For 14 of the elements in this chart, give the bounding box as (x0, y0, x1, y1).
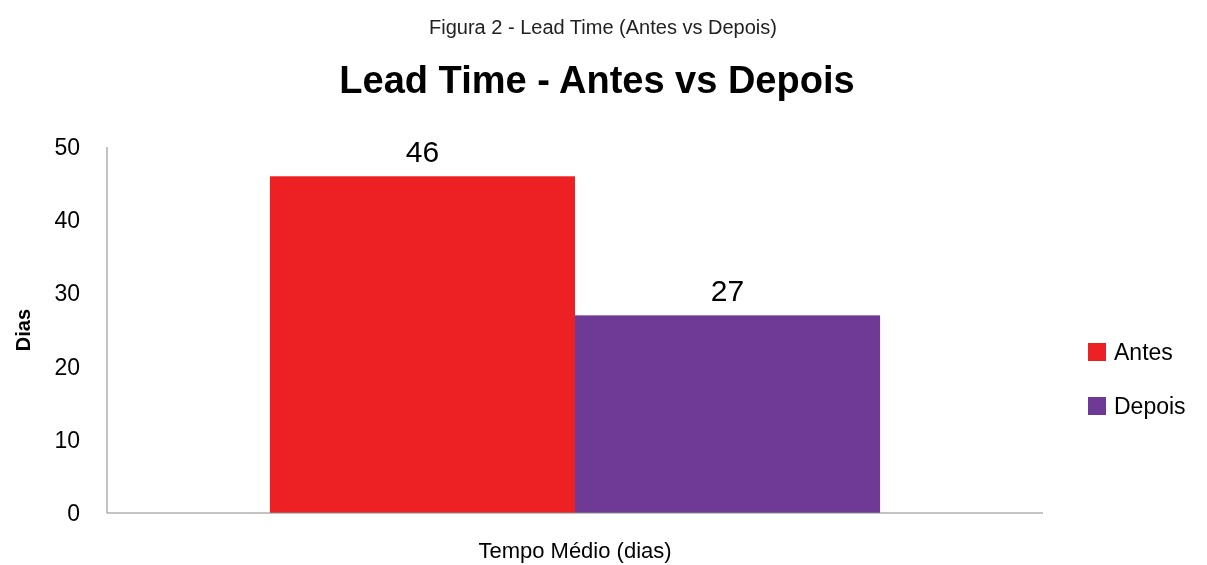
chart-title: Lead Time - Antes vs Depois (339, 59, 855, 101)
y-tick-label: 20 (54, 353, 80, 380)
data-label: 27 (710, 274, 745, 308)
y-axis-title: Dias (12, 308, 34, 352)
legend-label: Depois (1114, 393, 1186, 420)
y-tick-label: 40 (54, 207, 80, 234)
y-tick-label: 10 (54, 426, 80, 453)
y-tick-label: 50 (54, 134, 80, 161)
legend-label: Antes (1114, 339, 1173, 366)
x-tick-label: Tempo Médio (dias) (478, 538, 672, 563)
y-tick-label: 30 (54, 280, 80, 307)
text: Figura 2 - Lead Time (Antes vs Depois) (429, 16, 777, 38)
data-label: 46 (405, 135, 440, 169)
y-tick-label: 0 (67, 500, 80, 527)
